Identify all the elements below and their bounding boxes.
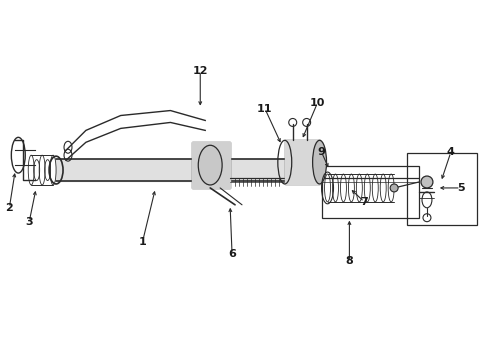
- Text: 3: 3: [25, 217, 33, 227]
- Text: 9: 9: [318, 147, 325, 157]
- Ellipse shape: [421, 176, 433, 188]
- Text: 12: 12: [193, 66, 208, 76]
- Ellipse shape: [198, 145, 222, 185]
- Text: 8: 8: [345, 256, 353, 266]
- Text: 11: 11: [257, 104, 272, 113]
- Text: 6: 6: [228, 249, 236, 260]
- Bar: [192, 142, 230, 188]
- Bar: [321, 166, 419, 218]
- Text: 1: 1: [139, 237, 147, 247]
- Text: 2: 2: [5, 203, 13, 213]
- Text: 4: 4: [447, 147, 455, 157]
- Ellipse shape: [390, 184, 398, 192]
- Text: 7: 7: [361, 197, 368, 207]
- Text: 5: 5: [457, 183, 465, 193]
- Bar: [285, 140, 319, 184]
- Ellipse shape: [313, 140, 326, 184]
- Bar: [407, 153, 477, 225]
- Text: 10: 10: [310, 98, 325, 108]
